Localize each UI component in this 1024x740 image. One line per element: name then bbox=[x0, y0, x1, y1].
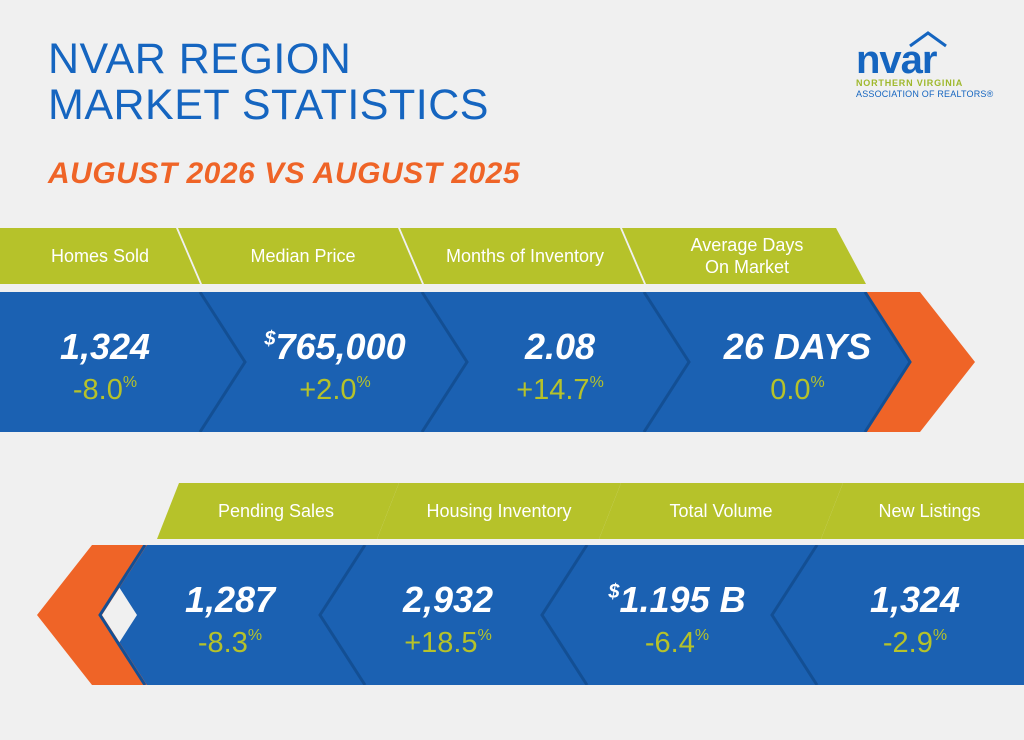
stat-value: $765,000 bbox=[230, 326, 440, 368]
stat-change: +18.5% bbox=[343, 627, 553, 660]
logo-word: nvar bbox=[856, 38, 937, 82]
stat-change: -8.3% bbox=[125, 627, 335, 660]
value-number: 26 DAYS bbox=[723, 326, 872, 367]
change-number: +14.7 bbox=[516, 374, 590, 406]
change-unit: % bbox=[122, 374, 138, 391]
change-number: +2.0 bbox=[299, 374, 357, 406]
stat-change: -2.9% bbox=[815, 627, 1015, 660]
label-text: Months of Inventory bbox=[445, 246, 605, 266]
stat-value: $1.195 B bbox=[572, 579, 782, 621]
label-text-line-2: On Market bbox=[704, 257, 790, 277]
stat-change: -8.0% bbox=[0, 374, 210, 407]
label-text: Total Volume bbox=[669, 501, 773, 521]
stat-total-volume: $1.195 B -6.4% bbox=[572, 545, 782, 685]
stat-change: -6.4% bbox=[572, 627, 782, 660]
label-text: Housing Inventory bbox=[426, 501, 572, 521]
stat-value: 2.08 bbox=[455, 326, 665, 368]
change-unit: % bbox=[477, 627, 492, 644]
stat-months-of-inventory: 2.08 +14.7% bbox=[455, 292, 665, 432]
logo-line-1: NORTHERN VIRGINIA bbox=[856, 78, 964, 88]
label-text: Median Price bbox=[250, 246, 356, 266]
value-number: 765,000 bbox=[275, 326, 406, 367]
row1-chevrons bbox=[0, 292, 975, 432]
value-number: 1,324 bbox=[59, 326, 151, 367]
change-number: +18.5 bbox=[404, 627, 478, 659]
value-number: 1.195 B bbox=[619, 579, 746, 620]
change-unit: % bbox=[694, 627, 710, 644]
stat-value: 1,324 bbox=[0, 326, 210, 368]
logo-line-2: ASSOCIATION OF REALTORS® bbox=[856, 89, 994, 99]
label-new-listings: New Listings bbox=[821, 483, 1024, 539]
change-unit: % bbox=[589, 374, 604, 391]
row1-band bbox=[0, 292, 975, 432]
label-average-days-on-market: Average Days On Market bbox=[622, 228, 866, 284]
change-number: -8.3 bbox=[197, 627, 248, 659]
change-number: -2.9 bbox=[882, 627, 933, 659]
value-number: 2.08 bbox=[524, 326, 596, 367]
stat-change: 0.0% bbox=[685, 374, 910, 407]
roof-icon bbox=[909, 31, 947, 48]
stat-pending-sales: 1,287 -8.3% bbox=[125, 545, 335, 685]
change-number: -8.0 bbox=[72, 374, 123, 406]
stat-new-listings: 1,324 -2.9% bbox=[815, 545, 1015, 685]
label-housing-inventory: Housing Inventory bbox=[377, 483, 621, 539]
label-text-line-1: Average Days bbox=[690, 235, 804, 255]
stat-value: 2,932 bbox=[343, 579, 553, 621]
title-line-1: NVAR REGION bbox=[48, 35, 352, 83]
change-number: -6.4 bbox=[644, 627, 695, 659]
stat-homes-sold: 1,324 -8.0% bbox=[0, 292, 210, 432]
change-unit: % bbox=[247, 627, 263, 644]
stat-change: +2.0% bbox=[230, 374, 440, 407]
value-prefix: $ bbox=[608, 581, 620, 603]
stat-value: 26 DAYS bbox=[685, 326, 910, 368]
label-text: New Listings bbox=[878, 501, 981, 521]
change-number: 0.0 bbox=[770, 374, 811, 406]
value-number: 2,932 bbox=[402, 579, 494, 620]
page-title: NVAR REGION MARKET STATISTICS bbox=[48, 36, 489, 128]
change-unit: % bbox=[810, 374, 825, 391]
stat-average-days-on-market: 26 DAYS 0.0% bbox=[685, 292, 910, 432]
label-months-of-inventory: Months of Inventory bbox=[400, 228, 644, 284]
stat-value: 1,324 bbox=[815, 579, 1015, 621]
label-homes-sold: Homes Sold bbox=[0, 228, 200, 284]
row2-chevrons bbox=[37, 545, 1024, 685]
title-line-2: MARKET STATISTICS bbox=[48, 81, 489, 129]
label-total-volume: Total Volume bbox=[599, 483, 843, 539]
stat-change: +14.7% bbox=[455, 374, 665, 407]
value-number: 1,324 bbox=[869, 579, 961, 620]
stat-housing-inventory: 2,932 +18.5% bbox=[343, 545, 553, 685]
nvar-logo: nvar NORTHERN VIRGINIA ASSOCIATION OF RE… bbox=[854, 30, 994, 100]
label-text: Homes Sold bbox=[50, 246, 150, 266]
page-subtitle: AUGUST 2026 VS AUGUST 2025 bbox=[48, 157, 521, 190]
label-pending-sales: Pending Sales bbox=[157, 483, 399, 539]
change-unit: % bbox=[932, 627, 948, 644]
stat-value: 1,287 bbox=[125, 579, 335, 621]
label-median-price: Median Price bbox=[178, 228, 422, 284]
value-number: 1,287 bbox=[184, 579, 276, 620]
row2-band bbox=[37, 545, 1024, 685]
label-text: Pending Sales bbox=[217, 501, 335, 521]
value-prefix: $ bbox=[264, 328, 276, 350]
change-unit: % bbox=[356, 374, 371, 391]
stat-median-price: $765,000 +2.0% bbox=[230, 292, 440, 432]
